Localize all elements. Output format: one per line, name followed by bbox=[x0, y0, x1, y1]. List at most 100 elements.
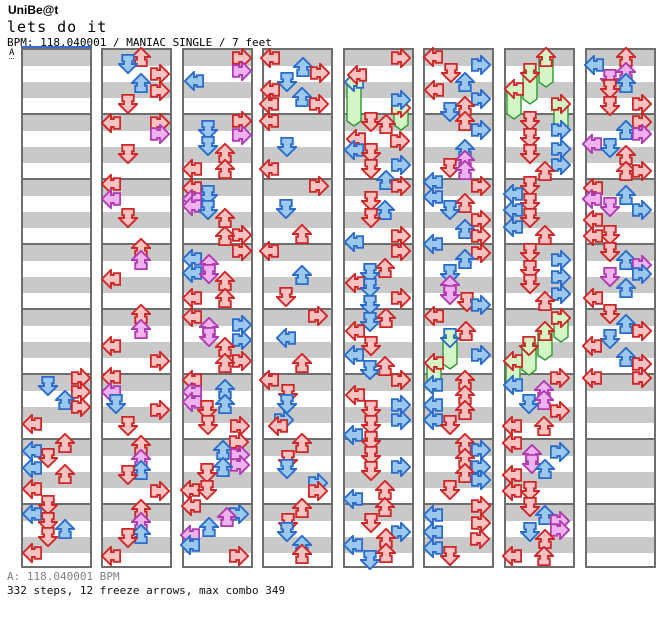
note-arrow-l bbox=[343, 425, 363, 445]
note-arrow-r bbox=[632, 124, 652, 144]
note-arrow-l bbox=[583, 226, 603, 246]
note-arrow-r bbox=[471, 176, 491, 196]
note-arrow-d bbox=[361, 208, 381, 228]
note-arrow-u bbox=[455, 72, 475, 92]
note-arrow-r bbox=[391, 241, 411, 261]
bpm-marker-line bbox=[21, 46, 92, 48]
note-arrow-d bbox=[520, 193, 540, 213]
note-arrow-r bbox=[229, 432, 249, 452]
note-arrow-l bbox=[423, 538, 443, 558]
note-arrow-r bbox=[390, 131, 410, 151]
note-arrow-r bbox=[391, 370, 411, 390]
note-arrow-l bbox=[582, 134, 602, 154]
note-arrow-d bbox=[361, 446, 381, 466]
freeze-head-l bbox=[503, 351, 523, 371]
note-arrow-l bbox=[503, 217, 523, 237]
note-arrow-r bbox=[632, 161, 652, 181]
note-arrow-r bbox=[632, 321, 652, 341]
note-arrow-d bbox=[198, 120, 218, 140]
note-arrow-r bbox=[471, 55, 491, 75]
note-arrow-r bbox=[391, 176, 411, 196]
note-arrow-d bbox=[361, 461, 381, 481]
note-arrow-d bbox=[361, 431, 381, 451]
note-arrow-l bbox=[259, 159, 279, 179]
note-arrow-r bbox=[309, 176, 329, 196]
note-arrow-u bbox=[455, 160, 475, 180]
note-arrow-d bbox=[198, 136, 218, 156]
note-arrow-u bbox=[455, 400, 475, 420]
note-arrow-d bbox=[440, 285, 460, 305]
note-arrow-u bbox=[534, 416, 554, 436]
note-arrow-d bbox=[276, 199, 296, 219]
note-arrow-l bbox=[276, 328, 296, 348]
note-arrow-u bbox=[455, 111, 475, 131]
note-arrow-l bbox=[583, 210, 603, 230]
note-arrow-d bbox=[520, 481, 540, 501]
note-arrow-u bbox=[292, 433, 312, 453]
note-arrow-l bbox=[503, 200, 523, 220]
note-arrow-r bbox=[471, 513, 491, 533]
note-arrow-d bbox=[519, 394, 539, 414]
note-arrow-r bbox=[150, 481, 170, 501]
note-arrow-u bbox=[535, 505, 555, 525]
note-arrow-d bbox=[361, 143, 381, 163]
note-arrow-r bbox=[391, 522, 411, 542]
measure-panel-8 bbox=[582, 47, 656, 568]
note-arrow-u bbox=[55, 433, 75, 453]
note-arrow-u bbox=[376, 170, 396, 190]
freeze-head-l bbox=[504, 79, 524, 99]
note-arrow-r bbox=[391, 155, 411, 175]
note-arrow-d bbox=[361, 191, 381, 211]
note-arrow-d bbox=[197, 463, 217, 483]
note-arrow-d bbox=[361, 513, 381, 533]
note-arrow-u bbox=[217, 507, 237, 527]
note-arrow-r bbox=[150, 400, 170, 420]
note-arrow-d bbox=[522, 454, 542, 474]
note-arrow-l bbox=[582, 189, 602, 209]
note-arrow-u bbox=[213, 457, 233, 477]
note-arrow-d bbox=[440, 264, 460, 284]
note-arrow-r bbox=[310, 63, 330, 83]
note-arrow-u bbox=[616, 73, 636, 93]
note-arrow-r bbox=[232, 330, 252, 350]
note-arrow-r bbox=[150, 81, 170, 101]
note-arrow-d bbox=[440, 158, 460, 178]
note-arrow-u bbox=[292, 224, 312, 244]
note-arrow-u bbox=[131, 319, 151, 339]
note-arrow-d bbox=[277, 522, 297, 542]
note-arrow-l bbox=[22, 543, 42, 563]
note-arrow-u bbox=[131, 250, 151, 270]
note-arrow-u bbox=[535, 459, 555, 479]
note-arrow-l bbox=[180, 535, 200, 555]
note-arrow-l bbox=[101, 546, 121, 566]
note-arrow-r bbox=[632, 368, 652, 388]
note-arrow-d bbox=[360, 263, 380, 283]
note-arrow-l bbox=[260, 80, 280, 100]
note-arrow-l bbox=[259, 111, 279, 131]
note-arrow-d bbox=[38, 376, 58, 396]
note-arrow-l bbox=[22, 458, 42, 478]
note-arrow-r bbox=[232, 351, 252, 371]
note-arrow-r bbox=[391, 457, 411, 477]
note-arrow-u bbox=[55, 464, 75, 484]
note-arrow-r bbox=[471, 226, 491, 246]
note-arrow-l bbox=[268, 416, 288, 436]
note-arrow-l bbox=[424, 80, 444, 100]
note-arrow-d bbox=[360, 312, 380, 332]
note-arrow-l bbox=[423, 187, 443, 207]
note-arrow-l bbox=[423, 47, 443, 67]
note-arrow-u bbox=[131, 73, 151, 93]
note-arrow-l bbox=[343, 535, 363, 555]
note-arrow-d bbox=[118, 465, 138, 485]
note-arrow-d bbox=[198, 185, 218, 205]
note-arrow-u bbox=[131, 47, 151, 67]
note-arrow-l bbox=[347, 65, 367, 85]
note-arrow-u bbox=[215, 226, 235, 246]
note-arrow-d bbox=[118, 144, 138, 164]
note-arrow-u bbox=[455, 249, 475, 269]
note-arrow-u bbox=[456, 321, 476, 341]
note-arrow-d bbox=[600, 138, 620, 158]
note-arrow-r bbox=[150, 351, 170, 371]
note-arrow-l bbox=[423, 375, 443, 395]
